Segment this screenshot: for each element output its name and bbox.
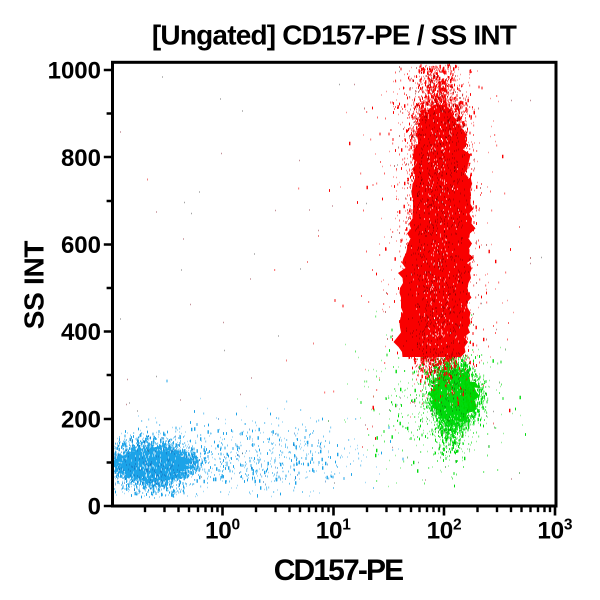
svg-text:CD157-PE: CD157-PE: [274, 554, 403, 587]
svg-text:200: 200: [61, 406, 101, 433]
svg-text:103: 103: [537, 517, 572, 545]
svg-text:800: 800: [61, 145, 101, 172]
svg-text:100: 100: [205, 517, 240, 545]
svg-text:1000: 1000: [48, 58, 101, 85]
svg-text:[Ungated] CD157-PE / SS INT: [Ungated] CD157-PE / SS INT: [152, 20, 517, 51]
svg-text:600: 600: [61, 232, 101, 259]
svg-text:400: 400: [61, 319, 101, 346]
svg-text:SS INT: SS INT: [19, 241, 50, 330]
svg-text:0: 0: [88, 494, 101, 521]
